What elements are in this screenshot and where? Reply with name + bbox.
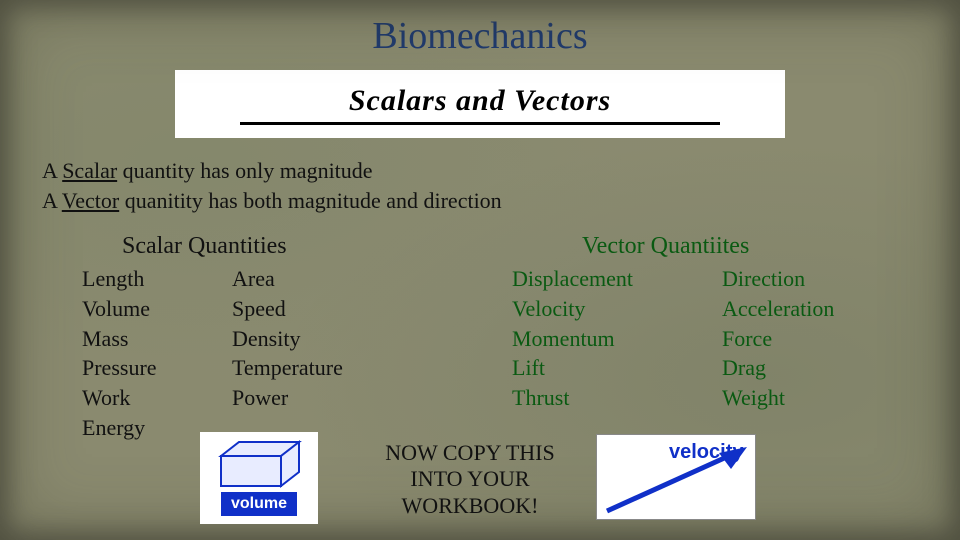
list-item: Weight: [722, 383, 834, 413]
list-item: Volume: [82, 294, 232, 324]
scalar-col2: Area Speed Density Temperature Power: [232, 264, 343, 442]
vector-col2: Direction Acceleration Force Drag Weight: [722, 264, 834, 412]
copy-note: NOW COPY THIS INTO YOUR WORKBOOK!: [360, 440, 580, 519]
scalar-block: Scalar Quantities Length Volume Mass Pre…: [82, 233, 452, 442]
vector-block: Vector Quantiites Displacement Velocity …: [512, 233, 932, 442]
banner-rule: [240, 122, 720, 125]
list-item: Length: [82, 264, 232, 294]
def-scalar-post: quantity has only magnitude: [117, 158, 372, 183]
def-vector-term: Vector: [62, 188, 119, 213]
list-item: Mass: [82, 324, 232, 354]
list-item: Temperature: [232, 353, 343, 383]
list-item: Pressure: [82, 353, 232, 383]
scalar-col1: Length Volume Mass Pressure Work Energy: [82, 264, 232, 442]
list-item: Acceleration: [722, 294, 834, 324]
list-item: Drag: [722, 353, 834, 383]
list-item: Momentum: [512, 324, 722, 354]
definitions: A Scalar quantity has only magnitude A V…: [42, 156, 960, 215]
def-vector: A Vector quanitity has both magnitude an…: [42, 186, 960, 216]
banner: Scalars and Vectors: [175, 70, 785, 138]
velocity-label: velocity: [669, 441, 743, 464]
scalar-heading: Scalar Quantities: [82, 233, 452, 260]
def-scalar-pre: A: [42, 158, 62, 183]
columns: Scalar Quantities Length Volume Mass Pre…: [0, 233, 960, 442]
vector-list: Displacement Velocity Momentum Lift Thru…: [512, 264, 932, 412]
list-item: Lift: [512, 353, 722, 383]
def-scalar-term: Scalar: [62, 158, 117, 183]
list-item: Thrust: [512, 383, 722, 413]
scalar-list: Length Volume Mass Pressure Work Energy …: [82, 264, 452, 442]
banner-text: Scalars and Vectors: [349, 84, 611, 118]
cuboid-icon: [211, 436, 307, 490]
list-item: Work: [82, 383, 232, 413]
volume-graphic: volume: [200, 432, 318, 524]
vector-col1: Displacement Velocity Momentum Lift Thru…: [512, 264, 722, 412]
list-item: Speed: [232, 294, 343, 324]
velocity-graphic: velocity: [596, 434, 756, 520]
def-vector-pre: A: [42, 188, 62, 213]
list-item: Area: [232, 264, 343, 294]
def-vector-post: quanitity has both magnitude and directi…: [119, 188, 501, 213]
list-item: Velocity: [512, 294, 722, 324]
vector-heading: Vector Quantiites: [512, 233, 932, 260]
volume-label: volume: [221, 492, 297, 516]
list-item: Power: [232, 383, 343, 413]
page-title: Biomechanics: [0, 0, 960, 58]
list-item: Force: [722, 324, 834, 354]
list-item: Density: [232, 324, 343, 354]
def-scalar: A Scalar quantity has only magnitude: [42, 156, 960, 186]
list-item: Displacement: [512, 264, 722, 294]
list-item: Direction: [722, 264, 834, 294]
